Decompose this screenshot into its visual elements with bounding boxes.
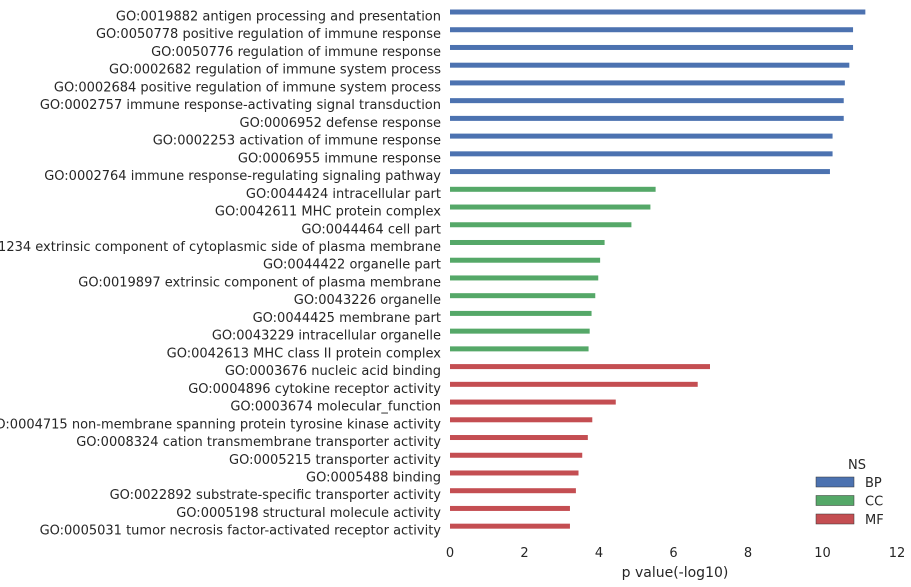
bar-cc: [450, 275, 599, 281]
legend-label-cc: CC: [865, 495, 883, 510]
category-label: GO:0002253 activation of immune response: [153, 134, 441, 149]
bar-bp: [450, 80, 845, 86]
bar-bp: [450, 169, 830, 175]
bar-bp: [450, 44, 854, 50]
x-tick-label: 12: [889, 546, 906, 561]
bar-cc: [450, 310, 592, 316]
x-tick-label: 0: [446, 546, 454, 561]
legend-label-mf: MF: [865, 513, 884, 528]
x-tick-label: 2: [520, 546, 528, 561]
legend-swatch-bp: [815, 476, 855, 488]
category-label: GO:0044464 cell part: [301, 222, 441, 237]
bar-mf: [450, 417, 593, 423]
category-label: GO:0044424 intracellular part: [246, 187, 441, 202]
x-tick-labels-group: 0 2 4 6 8 10 12: [446, 546, 905, 561]
category-label: GO:0044425 membrane part: [253, 311, 441, 326]
bar-cc: [450, 257, 601, 263]
category-label: GO:0002764 immune response-regulating si…: [44, 169, 441, 184]
category-label: GO:0044422 organelle part: [263, 258, 441, 273]
bar-mf: [450, 452, 583, 458]
bar-mf: [450, 470, 579, 476]
x-tick-label: 6: [669, 546, 677, 561]
bar-mf: [450, 435, 588, 441]
category-label: GO:0002757 immune response-activating si…: [40, 98, 441, 113]
bar-mf: [450, 505, 570, 511]
category-label: GO:0031234 extrinsic component of cytopl…: [0, 240, 441, 255]
bar-bp: [450, 27, 854, 33]
category-label: GO:0019897 extrinsic component of plasma…: [78, 275, 441, 290]
category-label: GO:0042613 MHC class II protein complex: [167, 346, 442, 361]
legend-label-bp: BP: [865, 476, 882, 491]
bar-bp: [450, 115, 844, 121]
category-label: GO:0003676 nucleic acid binding: [225, 364, 441, 379]
category-label: GO:0004896 cytokine receptor activity: [188, 382, 441, 397]
legend-title: NS: [848, 458, 866, 473]
category-label: GO:0002682 regulation of immune system p…: [109, 63, 441, 78]
category-label: GO:0019882 antigen processing and presen…: [116, 10, 441, 25]
bar-cc: [450, 239, 605, 245]
category-label: GO:0042611 MHC protein complex: [215, 205, 441, 220]
x-tick-label: 8: [744, 546, 752, 561]
bar-cc: [450, 346, 589, 352]
category-labels-group: GO:0019882 antigen processing and presen…: [0, 10, 441, 539]
category-label: GO:0050776 regulation of immune response: [151, 45, 441, 60]
bar-mf: [450, 399, 616, 405]
category-label: GO:0008324 cation transmembrane transpor…: [76, 435, 441, 450]
bar-bp: [450, 62, 850, 68]
bar-cc: [450, 204, 651, 210]
category-label: GO:0043229 intracellular organelle: [212, 329, 441, 344]
category-label: GO:0006952 defense response: [240, 116, 442, 131]
bar-bp: [450, 9, 866, 15]
bar-mf: [450, 488, 576, 494]
category-label: GO:0003674 molecular_function: [230, 400, 441, 415]
legend-swatch-mf: [815, 513, 855, 525]
bars-group: [450, 9, 866, 529]
category-label: GO:0004715 non-membrane spanning protein…: [0, 417, 441, 432]
bar-mf: [450, 381, 698, 387]
category-label: GO:0002684 positive regulation of immune…: [54, 80, 441, 95]
bar-bp: [450, 151, 833, 157]
legend: NS BP CC MF: [815, 458, 884, 528]
category-label: GO:0050778 positive regulation of immune…: [96, 27, 441, 42]
category-label: GO:0006955 immune response: [238, 151, 441, 166]
bar-cc: [450, 293, 596, 299]
category-label: GO:0005198 structural molecule activity: [176, 506, 441, 521]
bar-bp: [450, 98, 844, 104]
bar-mf: [450, 523, 570, 529]
category-label: GO:0005215 transporter activity: [229, 453, 441, 468]
bar-cc: [450, 186, 656, 192]
legend-swatch-cc: [815, 495, 855, 506]
bar-bp: [450, 133, 833, 139]
x-tick-label: 4: [595, 546, 603, 561]
bar-mf: [450, 364, 710, 370]
category-label: GO:0043226 organelle: [294, 293, 441, 308]
bar-cc: [450, 222, 632, 228]
legend-items: BP CC MF: [815, 476, 884, 528]
category-label: GO:0005488 binding: [306, 470, 441, 485]
bar-cc: [450, 328, 590, 334]
x-axis-label: p value(-log10): [622, 565, 729, 581]
category-label: GO:0005031 tumor necrosis factor-activat…: [40, 524, 442, 539]
category-label: GO:0022892 substrate-specific transporte…: [110, 488, 442, 503]
x-tick-label: 10: [814, 546, 831, 561]
